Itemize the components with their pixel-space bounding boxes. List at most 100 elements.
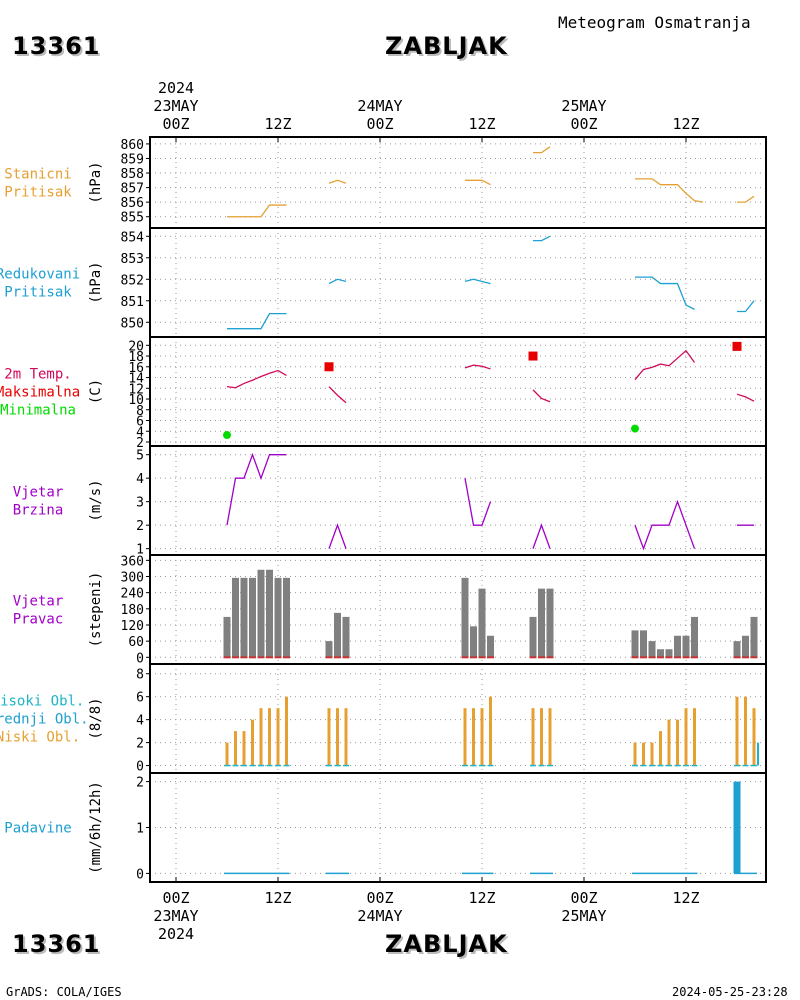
- series-line: [635, 276, 695, 310]
- data-bar: [735, 696, 739, 766]
- station-id-top: 13361: [12, 32, 101, 60]
- data-bar: [538, 588, 545, 658]
- panel-label: 2m Temp.: [4, 367, 71, 383]
- data-bar: [487, 635, 494, 658]
- data-bar: [489, 696, 492, 766]
- high-cloud-bar: [757, 742, 759, 766]
- min-temp-marker: [223, 431, 231, 440]
- ytick-label: 858: [121, 167, 144, 182]
- data-bar: [650, 742, 654, 766]
- data-bar: [268, 708, 271, 766]
- ytick-label: 6: [136, 415, 144, 430]
- data-bar: [546, 588, 554, 658]
- data-bar: [234, 731, 237, 766]
- bottom-tick-year: 2024: [158, 925, 194, 943]
- panel-frame: [149, 227, 767, 338]
- data-bar: [674, 635, 681, 658]
- ytick-label: 4: [136, 714, 144, 729]
- station-name-top: ZABLJAK: [385, 32, 508, 60]
- bottom-tick-hour: 00Z: [366, 889, 393, 907]
- data-bar: [631, 630, 639, 658]
- data-bar: [223, 616, 231, 658]
- ytick-label: 2: [136, 436, 144, 451]
- series-line: [634, 499, 696, 551]
- ytick-label: 0: [136, 651, 144, 666]
- panel-label: Pritisak: [4, 285, 72, 301]
- data-bar: [325, 641, 333, 658]
- data-bar: [733, 641, 741, 658]
- series-line: [737, 195, 755, 203]
- data-bar: [342, 616, 350, 658]
- data-bar: [691, 616, 698, 658]
- series-line: [464, 278, 491, 285]
- ytick-label: 851: [121, 295, 144, 310]
- data-bar: [531, 708, 535, 766]
- ytick-label: 20: [128, 339, 144, 354]
- ytick-label: 4: [136, 425, 144, 440]
- ytick-label: 8: [136, 668, 144, 683]
- panel-label: Visoki Obl.: [0, 694, 84, 710]
- series-line: [328, 386, 347, 404]
- data-bar: [657, 649, 664, 658]
- station-name-bottom: ZABLJAK: [385, 930, 508, 958]
- ytick-label: 240: [121, 587, 144, 602]
- ylabel: (8/8): [88, 697, 104, 739]
- data-bar: [733, 781, 741, 874]
- panel-label: Minimalna: [0, 403, 76, 419]
- station-id-bottom: 13361: [12, 930, 101, 958]
- generation-timestamp: 2024-05-25-23:28: [672, 985, 788, 999]
- series-line: [533, 146, 551, 154]
- series-line: [328, 523, 347, 549]
- panel-frame: [149, 336, 767, 447]
- bottom-tick-hour: 12Z: [672, 889, 699, 907]
- series-line: [464, 478, 492, 526]
- data-bar: [283, 577, 290, 658]
- data-bar: [667, 719, 671, 766]
- data-bar: [470, 626, 477, 658]
- data-bar: [744, 696, 747, 766]
- series-line: [533, 235, 551, 242]
- panel-frame: [149, 663, 767, 774]
- panel-frame: [149, 136, 767, 229]
- data-bar: [232, 577, 239, 658]
- ytick-label: 3: [136, 496, 144, 511]
- panel-label: Pritisak: [4, 185, 72, 201]
- ylabel: (stepeni): [88, 572, 104, 648]
- data-bar: [251, 719, 254, 766]
- data-bar: [480, 708, 484, 766]
- panel-cloud_cover: 0 2 4 6 8 (8/8)Visoki Obl. Srednji Obl. Niski O…: [0, 663, 767, 775]
- ytick-label: 857: [121, 182, 144, 197]
- min-temp-marker: [631, 424, 639, 433]
- ylabel: (hPa): [88, 161, 104, 203]
- series-line: [736, 393, 755, 402]
- ytick-label: 859: [121, 152, 144, 167]
- ytick-label: 2: [136, 519, 144, 534]
- ytick-label: 852: [121, 273, 144, 288]
- top-tick-hour: 12Z: [264, 115, 291, 133]
- data-bar: [548, 708, 552, 766]
- panel-label: Padavine: [4, 821, 71, 837]
- data-bar: [336, 708, 339, 766]
- ylabel: (hPa): [88, 261, 104, 303]
- bottom-tick-hour: 00Z: [570, 889, 597, 907]
- ytick-label: 180: [121, 603, 144, 618]
- series-line: [328, 278, 347, 285]
- ytick-label: 1: [136, 822, 144, 837]
- bottom-tick-hour: 00Z: [162, 889, 189, 907]
- top-tick-date: 23MAY: [153, 97, 198, 115]
- data-bar: [648, 641, 656, 658]
- ytick-label: 300: [121, 571, 144, 586]
- data-bar: [240, 577, 248, 658]
- bottom-tick-hour: 12Z: [468, 889, 495, 907]
- max-temp-marker: [324, 362, 334, 372]
- ytick-label: 0: [136, 867, 144, 882]
- top-tick-hour: 00Z: [366, 115, 393, 133]
- ytick-label: 856: [121, 196, 144, 211]
- data-bar: [463, 708, 467, 766]
- series-line: [635, 178, 704, 203]
- ytick-label: 14: [128, 372, 144, 387]
- max-temp-marker: [732, 341, 742, 351]
